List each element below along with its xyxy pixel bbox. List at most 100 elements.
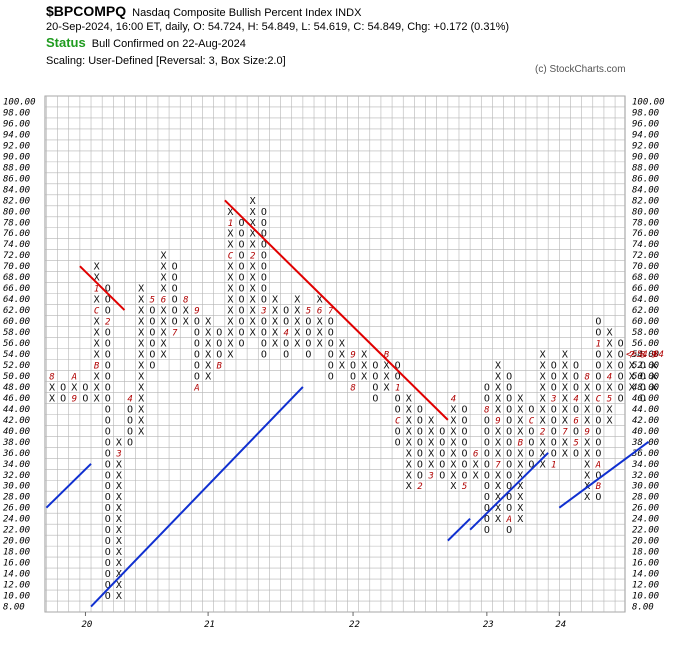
support-trendline — [45, 463, 92, 509]
month-marker: 3 — [427, 471, 433, 481]
x-box: X — [272, 317, 278, 328]
x-box: X — [227, 295, 233, 306]
o-box: O — [239, 306, 245, 317]
x-box: X — [495, 382, 501, 393]
month-marker: C — [228, 252, 234, 262]
last-price-label: <<54.84 — [626, 350, 664, 360]
month-marker: 4 — [607, 372, 612, 382]
o-box: O — [506, 448, 512, 459]
o-box: O — [595, 371, 601, 382]
y-tick-label-left: 80.00 — [3, 207, 30, 217]
o-box: O — [595, 415, 601, 426]
o-box: O — [194, 350, 200, 361]
o-box: O — [417, 448, 423, 459]
o-box: O — [506, 525, 512, 536]
o-box: O — [283, 339, 289, 350]
y-tick-label-left: 98.00 — [3, 108, 30, 118]
y-tick-label-right: 76.00 — [632, 229, 659, 239]
o-box: O — [216, 350, 222, 361]
y-tick-label-right: 12.00 — [632, 581, 659, 591]
o-box: O — [506, 481, 512, 492]
month-marker: B — [384, 351, 390, 361]
o-box: O — [595, 437, 601, 448]
x-box: X — [584, 448, 590, 459]
y-tick-label-right: 98.00 — [632, 108, 659, 118]
o-box: O — [573, 404, 579, 415]
x-box: X — [138, 426, 144, 437]
x-box: X — [116, 525, 122, 536]
x-box: X — [116, 514, 122, 525]
x-box: X — [540, 448, 546, 459]
month-marker: 9 — [584, 427, 589, 437]
o-box: O — [105, 382, 111, 393]
x-box: X — [160, 273, 166, 284]
o-box: O — [551, 415, 557, 426]
o-box: O — [239, 218, 245, 229]
o-box: O — [261, 317, 267, 328]
x-box: X — [517, 470, 523, 481]
o-box: O — [551, 360, 557, 371]
x-box: X — [361, 360, 367, 371]
x-box: X — [406, 437, 412, 448]
x-box: X — [562, 382, 568, 393]
o-box: O — [528, 404, 534, 415]
x-box: X — [138, 371, 144, 382]
x-box: X — [495, 404, 501, 415]
o-box: O — [618, 382, 624, 393]
o-box: O — [417, 437, 423, 448]
o-box: O — [595, 382, 601, 393]
month-marker: B — [217, 361, 223, 371]
x-box: X — [406, 470, 412, 481]
y-tick-label-right: 50.00 — [632, 372, 659, 382]
month-marker: 7 — [562, 427, 568, 437]
x-box: X — [227, 339, 233, 350]
y-tick-label-left: 42.00 — [3, 416, 30, 426]
y-tick-label-right: 92.00 — [632, 141, 659, 151]
x-box: X — [294, 339, 300, 350]
y-tick-label-left: 88.00 — [3, 163, 30, 173]
o-box: O — [149, 317, 155, 328]
month-marker: A — [193, 383, 199, 393]
o-box: O — [105, 591, 111, 602]
o-box: O — [105, 569, 111, 580]
o-box: O — [350, 360, 356, 371]
x-box: X — [250, 240, 256, 251]
y-tick-label-right: 44.00 — [632, 405, 659, 415]
o-box: O — [484, 470, 490, 481]
x-box: X — [606, 404, 612, 415]
x-box: X — [406, 415, 412, 426]
o-box: O — [462, 415, 468, 426]
y-tick-label-left: 100.00 — [3, 97, 36, 107]
y-tick-label-left: 10.00 — [3, 592, 30, 602]
o-box: O — [261, 350, 267, 361]
x-box: X — [540, 360, 546, 371]
y-tick-label-left: 32.00 — [2, 471, 30, 481]
month-marker: 1 — [94, 285, 99, 295]
x-box: X — [227, 240, 233, 251]
y-tick-label-right: 66.00 — [632, 284, 659, 294]
x-box: X — [227, 207, 233, 218]
scaling-info: Scaling: User-Defined [Reversal: 3, Box … — [46, 55, 286, 67]
o-box: O — [82, 393, 88, 404]
o-box: O — [439, 426, 445, 437]
x-box: X — [629, 371, 635, 382]
o-box: O — [261, 262, 267, 273]
plot-area — [44, 95, 626, 613]
o-box: O — [439, 437, 445, 448]
o-box: O — [105, 339, 111, 350]
o-box: O — [261, 218, 267, 229]
y-tick-label-left: 72.00 — [3, 251, 30, 261]
o-box: O — [528, 448, 534, 459]
month-marker: 4 — [127, 394, 132, 404]
o-box: O — [595, 317, 601, 328]
o-box: O — [149, 350, 155, 361]
y-tick-label-right: 56.00 — [632, 339, 659, 349]
x-box: X — [71, 382, 77, 393]
x-box: X — [339, 339, 345, 350]
month-marker: 1 — [395, 383, 400, 393]
x-box: X — [138, 284, 144, 295]
x-box: X — [450, 404, 456, 415]
y-tick-label-right: 72.00 — [632, 251, 659, 261]
x-box: X — [94, 273, 100, 284]
